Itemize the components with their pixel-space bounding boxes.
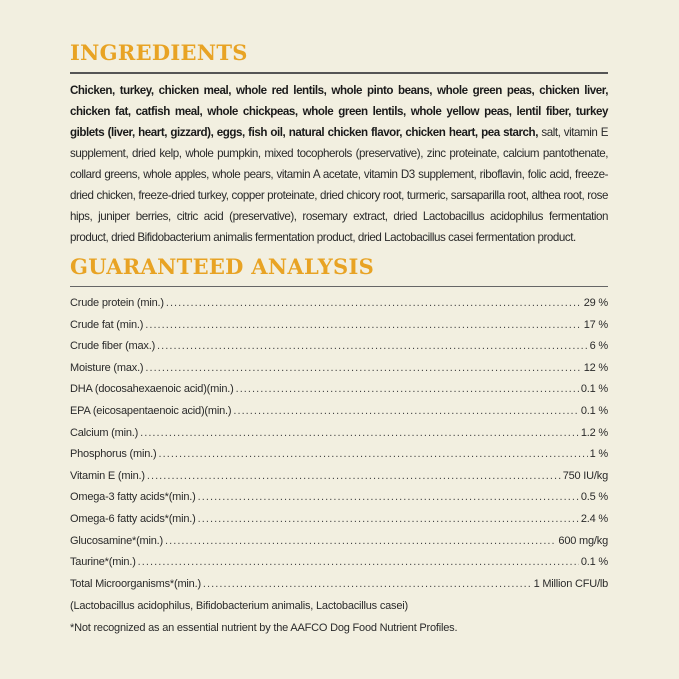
analysis-row: Crude protein (min.) 29 % <box>70 293 608 315</box>
nutrient-value: 600 mg/kg <box>558 534 608 547</box>
microorganisms-note: (Lactobacillus acidophilus, Bifidobacter… <box>70 600 408 613</box>
nutrient-value: 0.1 % <box>580 404 608 417</box>
analysis-row: Vitamin E (min.) 750 IU/kg <box>70 466 608 488</box>
analysis-row: Glucosamine*(min.) 600 mg/kg <box>70 531 608 553</box>
dot-leader <box>166 293 582 315</box>
dot-leader <box>203 574 532 596</box>
analysis-row: Crude fat (min.) 17 % <box>70 315 608 337</box>
analysis-row: Taurine*(min.) 0.1 % <box>70 552 608 574</box>
dot-leader <box>140 423 579 445</box>
analysis-row: Calcium (min.) 1.2 % <box>70 423 608 445</box>
dot-leader <box>138 552 579 574</box>
nutrient-label: Crude fiber (max.) <box>70 340 156 353</box>
analysis-row: Total Microorganisms*(min.) 1 Million CFU… <box>70 574 608 596</box>
analysis-row: Omega-3 fatty acids*(min.) 0.5 % <box>70 487 608 509</box>
nutrient-label: Vitamin E (min.) <box>70 469 145 482</box>
nutrient-label: Calcium (min.) <box>70 426 139 439</box>
nutrient-value: 6 % <box>589 340 608 353</box>
nutrient-label: Omega-6 fatty acids*(min.) <box>70 512 196 525</box>
analysis-row: Phosphorus (min.) 1 % <box>70 444 608 466</box>
dot-leader <box>147 466 561 488</box>
dot-leader <box>198 509 579 531</box>
nutrient-value: 12 % <box>583 361 608 374</box>
analysis-heading: GUARANTEED ANALYSIS <box>70 254 375 279</box>
main-ingredients: Chicken, turkey, chicken meal, whole red… <box>70 84 608 139</box>
analysis-row: DHA (docosahexaenoic acid)(min.) 0.1 % <box>70 379 608 401</box>
analysis-table: Crude protein (min.) 29 % Crude fat (min.)… <box>70 293 608 595</box>
other-ingredients: salt, vitamin E supplement, dried kelp, … <box>70 126 609 244</box>
dot-leader <box>158 444 587 466</box>
nutrient-value: 0.5 % <box>580 491 608 504</box>
nutrient-label: Moisture (max.) <box>70 361 144 374</box>
dot-leader <box>165 531 556 553</box>
nutrient-label: Crude protein (min.) <box>70 297 164 309</box>
nutrient-value: 750 IU/kg <box>562 469 608 482</box>
nutrition-label: INGREDIENTS Chicken, turkey, chicken mea… <box>70 40 608 639</box>
nutrient-label: Phosphorus (min.) <box>70 448 157 461</box>
nutrient-label: Glucosamine*(min.) <box>70 534 163 547</box>
dot-leader <box>236 379 579 401</box>
nutrient-value: 29 % <box>583 297 608 309</box>
divider <box>70 286 608 287</box>
analysis-row: Crude fiber (max.) 6 % <box>70 336 608 358</box>
divider <box>70 72 608 74</box>
dot-leader <box>198 487 579 509</box>
nutrient-value: 0.1 % <box>580 556 608 569</box>
nutrient-value: 17 % <box>583 318 608 331</box>
nutrient-value: 1 % <box>589 448 608 461</box>
analysis-row: Omega-6 fatty acids*(min.) 2.4 % <box>70 509 608 531</box>
nutrient-label: Crude fat (min.) <box>70 318 144 331</box>
dot-leader <box>145 358 581 380</box>
nutrient-value: 0.1 % <box>580 383 608 396</box>
nutrient-value: 1 Million CFU/lb <box>533 577 608 590</box>
dot-leader <box>145 315 582 337</box>
analysis-row: EPA (eicosapentaenoic acid)(min.) 0.1 % <box>70 401 608 423</box>
ingredients-list: Chicken, turkey, chicken meal, whole red… <box>70 80 608 248</box>
nutrient-value: 2.4 % <box>580 512 608 525</box>
analysis-row: Moisture (max.) 12 % <box>70 358 608 380</box>
nutrient-label: Taurine*(min.) <box>70 556 136 569</box>
nutrient-label: EPA (eicosapentaenoic acid)(min.) <box>70 404 232 417</box>
nutrient-label: Total Microorganisms*(min.) <box>70 577 201 590</box>
footnote: *Not recognized as an essential nutrient… <box>70 622 458 635</box>
nutrient-label: DHA (docosahexaenoic acid)(min.) <box>70 383 234 396</box>
nutrient-label: Omega-3 fatty acids*(min.) <box>70 491 196 504</box>
nutrient-value: 1.2 % <box>580 426 608 439</box>
dot-leader <box>157 336 588 358</box>
ingredients-heading: INGREDIENTS <box>70 40 248 65</box>
dot-leader <box>233 401 579 423</box>
